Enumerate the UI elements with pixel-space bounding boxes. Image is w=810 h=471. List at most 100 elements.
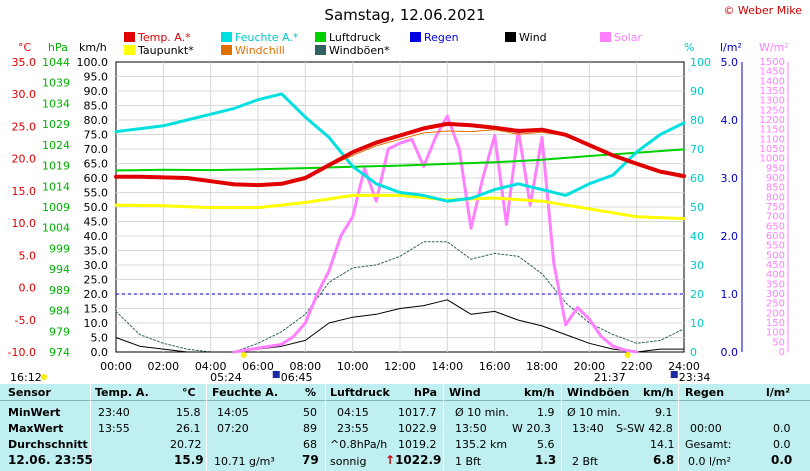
solar-tick-label: 500 <box>766 250 785 261</box>
wind-tick-label: 70.0 <box>84 143 109 156</box>
axis-header-temp: °C <box>18 41 32 54</box>
rain-tick-label: 1.0 <box>721 288 739 301</box>
pressure-tick-label: 1019 <box>42 160 70 173</box>
wind-tick-label: 25.0 <box>84 274 109 287</box>
wind-tick-label: 100.0 <box>77 56 109 69</box>
solar-tick-label: 550 <box>766 241 785 252</box>
temp-tick-label: -5.0 <box>15 314 36 327</box>
wind-tick-label: 40.0 <box>84 230 109 243</box>
minwert-label: MinWert <box>8 406 61 419</box>
moonrise-time: 06:45 <box>281 371 313 384</box>
pressure-tick-label: 1029 <box>42 118 70 131</box>
gust-avg-day: 14.1 <box>650 438 675 451</box>
legend-item: Taupunkt* <box>124 45 194 57</box>
humidity-header: Feuchte A. <box>212 386 279 399</box>
x-tick-label: 24:00 <box>668 360 700 373</box>
rain-tick-label: 4.0 <box>721 114 739 127</box>
pressure-header: Luftdruck <box>330 386 390 399</box>
pressure-tick-label: 1014 <box>42 180 70 193</box>
humidity-tick-label: 60 <box>690 172 704 185</box>
legend-label: Windchill <box>235 44 285 57</box>
rain-unit: l/m² <box>766 386 791 399</box>
x-tick-label: 14:00 <box>431 360 463 373</box>
temp-max-time: 13:55 <box>98 422 130 435</box>
solar-tick-label: 1350 <box>760 86 785 97</box>
solar-tick-label: 50 <box>772 337 785 348</box>
weather-chart: 100.095.090.085.080.075.070.065.060.055.… <box>8 56 789 384</box>
wind-tick-label: 90.0 <box>84 85 109 98</box>
solar-tick-label: 1200 <box>760 115 785 126</box>
wind-tick-label: 5.0 <box>91 332 109 345</box>
rain-now: 0.0 <box>771 453 793 467</box>
temp-now: 15.9 <box>174 453 204 467</box>
solar-tick-label: 900 <box>766 173 785 184</box>
rain-total-label: Gesamt: <box>685 438 732 451</box>
series-line-windben <box>115 241 685 353</box>
wind-bft: 1 Bft <box>455 455 482 468</box>
series-line-luftdruck <box>115 148 685 172</box>
legend-label: Taupunkt* <box>138 44 194 57</box>
solar-tick-label: 1050 <box>760 144 785 155</box>
rain-tick-label: 2.0 <box>721 230 739 243</box>
temp-avg: 20.72 <box>170 438 202 451</box>
x-tick-label: 16:00 <box>479 360 511 373</box>
pressure-tick-label: 1044 <box>42 56 70 69</box>
pressure-now-value: 1022.9 <box>395 453 442 467</box>
series-line-windchill <box>304 129 590 179</box>
humidity-tick-label: 40 <box>690 230 704 243</box>
gust-max: S-SW 42.8 <box>616 422 673 435</box>
humidity-avg: 68 <box>303 438 317 451</box>
solar-tick-label: 800 <box>766 192 785 203</box>
pressure-tick-label: 974 <box>49 346 70 359</box>
sun-icon <box>41 374 47 380</box>
wind-tick-label: 95.0 <box>84 71 109 84</box>
chart-series <box>114 92 686 354</box>
solar-tick-label: 1250 <box>760 105 785 116</box>
humidity-tick-label: 90 <box>690 85 704 98</box>
sunrise-time: 05:24 <box>210 371 242 384</box>
legend-label: Temp. A.* <box>138 31 191 44</box>
solar-tick-label: 250 <box>766 299 785 310</box>
x-tick-label: 22:00 <box>621 360 653 373</box>
solar-tick-label: 450 <box>766 260 785 271</box>
rain-max: 0.0 <box>773 422 791 435</box>
legend-item: Temp. A.* <box>124 32 191 44</box>
pressure-tick-label: 989 <box>49 284 70 297</box>
wind-tick-label: 65.0 <box>84 158 109 171</box>
pressure-max: 1022.9 <box>398 422 437 435</box>
x-tick-label: 10:00 <box>337 360 369 373</box>
pressure-trend: ^0.8hPa/h <box>330 438 388 451</box>
x-tick-label: 00:00 <box>100 360 132 373</box>
chart-axes: 100.095.090.085.080.075.070.065.060.055.… <box>8 56 789 373</box>
solar-tick-label: 1000 <box>760 154 785 165</box>
statistics-table: Sensor MinWert MaxWert Durchschnitt 12.0… <box>0 384 810 471</box>
solar-tick-label: 850 <box>766 183 785 194</box>
solar-tick-label: 950 <box>766 163 785 174</box>
trend-up-icon: ↑ <box>385 453 396 467</box>
wind-header: Wind <box>449 386 481 399</box>
solar-tick-label: 1450 <box>760 67 785 78</box>
series-line-solar <box>232 114 639 354</box>
solar-tick-label: 700 <box>766 212 785 223</box>
gust-header: Windböen <box>567 386 630 399</box>
legend-item: Wind <box>505 32 547 44</box>
temp-tick-label: 35.0 <box>12 56 37 69</box>
gust-now: 6.8 <box>653 453 675 467</box>
series-line-feuchtea <box>114 92 686 203</box>
temp-tick-label: 25.0 <box>12 120 37 133</box>
solar-tick-label: 1150 <box>760 125 785 136</box>
solar-tick-label: 1300 <box>760 96 785 107</box>
maxwert-label: MaxWert <box>8 422 64 435</box>
humidity-tick-label: 80 <box>690 114 704 127</box>
temp-header: Temp. A. <box>95 386 149 399</box>
wind-tick-label: 30.0 <box>84 259 109 272</box>
legend-label: Regen <box>424 31 459 44</box>
series-line-wind <box>115 299 685 353</box>
gust-avg-label: Ø 10 min. <box>567 406 621 419</box>
legend-item: Regen <box>410 32 459 44</box>
legend-swatch <box>600 32 611 42</box>
legend-label: Feuchte A.* <box>235 31 299 44</box>
wind-tick-label: 85.0 <box>84 100 109 113</box>
sunrise-icon <box>240 352 247 358</box>
rain-tick-label: 5.0 <box>721 56 739 69</box>
